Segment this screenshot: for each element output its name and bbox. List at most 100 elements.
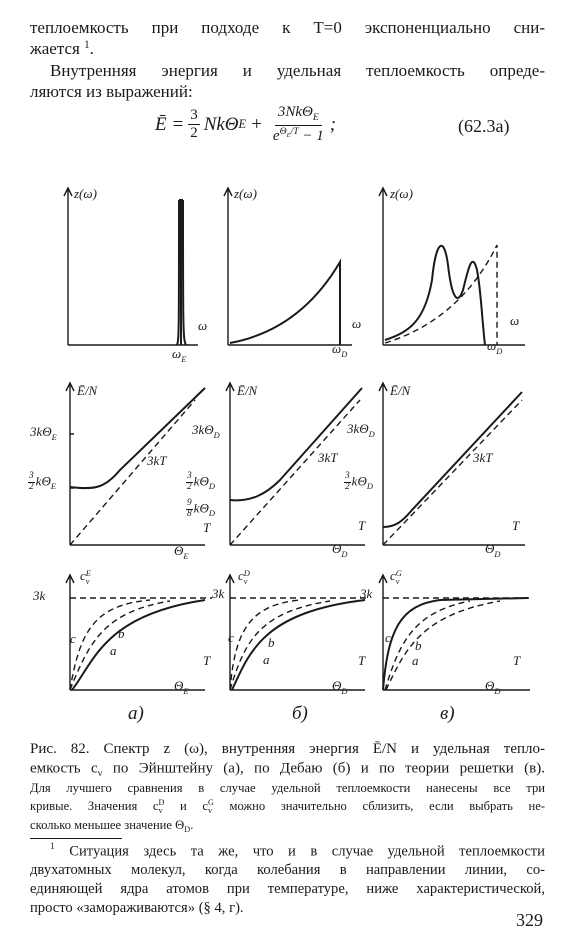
- text: Рис. 82. Спектр z (ω), внутренняя энерги…: [30, 741, 545, 757]
- curve: [176, 199, 187, 346]
- subscript: D: [184, 824, 191, 834]
- superscript: D: [243, 567, 250, 578]
- text: двухатомных молекул, когда колебания в н…: [30, 862, 545, 878]
- symbol: c: [202, 799, 208, 814]
- subscript: E: [51, 431, 57, 442]
- axis-label: ω: [510, 313, 519, 329]
- symbol: 3kΘ: [30, 424, 52, 439]
- symbol: 3kΘ: [192, 422, 214, 437]
- text: c: [228, 630, 234, 645]
- text: a: [110, 643, 117, 658]
- axis-label: T: [513, 653, 520, 669]
- symbol: c: [90, 760, 98, 777]
- panel-label: а): [128, 703, 144, 724]
- indices: 1: [84, 39, 90, 61]
- subscript: E: [312, 112, 319, 123]
- subscript: v: [207, 806, 213, 816]
- text: z(ω): [390, 186, 413, 201]
- text: b: [415, 638, 422, 653]
- subscript: D: [341, 348, 348, 359]
- axis-label: T: [358, 653, 365, 669]
- text: T: [358, 653, 366, 668]
- text: T: [513, 653, 521, 668]
- text: можно значительно сблизить, если выбрать…: [213, 799, 545, 814]
- text: T: [512, 518, 520, 533]
- fraction: 3NkΘE eΘE/T − 1: [273, 104, 324, 145]
- subscript: D: [341, 685, 348, 696]
- eq-term: /T: [290, 126, 299, 137]
- curve: [382, 399, 523, 546]
- curve: [229, 399, 361, 546]
- text: Ē/N: [237, 383, 258, 398]
- symbol: Θ: [332, 541, 342, 556]
- symbol: Θ: [174, 678, 184, 693]
- indices: E: [52, 425, 57, 441]
- text: .: [190, 818, 194, 832]
- axis-label: 3 2 kΘ D: [344, 471, 373, 493]
- numerator: 3NkΘE: [274, 104, 322, 126]
- symbol: Θ: [485, 678, 495, 693]
- axis: [65, 573, 205, 691]
- curve: [382, 597, 529, 691]
- numerator: 3: [344, 471, 351, 483]
- text: b: [118, 626, 125, 641]
- denominator: 8: [187, 508, 192, 519]
- curve: [69, 387, 206, 490]
- indices: D: [367, 474, 373, 490]
- text: Ē/N: [390, 383, 411, 398]
- indices: E: [183, 544, 188, 560]
- panel-label: в): [440, 703, 455, 724]
- eq-term: NkΘ: [203, 113, 239, 135]
- text: ω: [198, 318, 208, 333]
- axis: [65, 381, 205, 546]
- axis-label: 9 8 kΘ D: [186, 498, 215, 520]
- text: емкость: [30, 760, 91, 777]
- text: a: [412, 653, 419, 668]
- caption-line: Рис. 82. Спектр z (ω), внутренняя энерги…: [30, 741, 545, 758]
- eq-term: e: [272, 128, 280, 144]
- numerator: 3: [188, 107, 200, 125]
- superscript: ΘE/T: [280, 126, 299, 139]
- symbol: c: [390, 568, 396, 583]
- subscript: D: [208, 507, 215, 518]
- footnote-line: 1 Ситуация здесь та же, что и в случае у…: [50, 842, 545, 861]
- text-line: теплоемкость при подходе к T=0 экспоненц…: [30, 18, 545, 38]
- subscript: D: [496, 345, 503, 356]
- symbol: c: [152, 799, 159, 814]
- axis-label: T: [203, 520, 210, 536]
- eq-op: +: [250, 113, 263, 135]
- axis-label: Ē/N: [237, 383, 257, 399]
- superscript: G: [207, 798, 214, 807]
- text: 3k: [33, 588, 46, 603]
- curve: [384, 244, 486, 346]
- eq-op: ;: [329, 113, 337, 135]
- curve: [229, 387, 363, 502]
- indices: D: [209, 501, 215, 517]
- superscript: G: [395, 567, 402, 578]
- axis-label: 3 2 kΘ E: [28, 471, 56, 493]
- subscript: v: [243, 576, 248, 587]
- indices: D: [341, 542, 347, 558]
- indices: 1: [50, 842, 55, 861]
- text: b: [268, 635, 275, 650]
- indices: v: [98, 760, 103, 779]
- text: .: [89, 39, 94, 58]
- symbol: kΘ: [35, 473, 51, 489]
- axis-label: b: [415, 638, 422, 654]
- symbol: kΘ: [351, 473, 367, 489]
- indices: D: [496, 339, 502, 355]
- subscript: v: [158, 806, 163, 816]
- text: кривые. Значения: [30, 799, 153, 814]
